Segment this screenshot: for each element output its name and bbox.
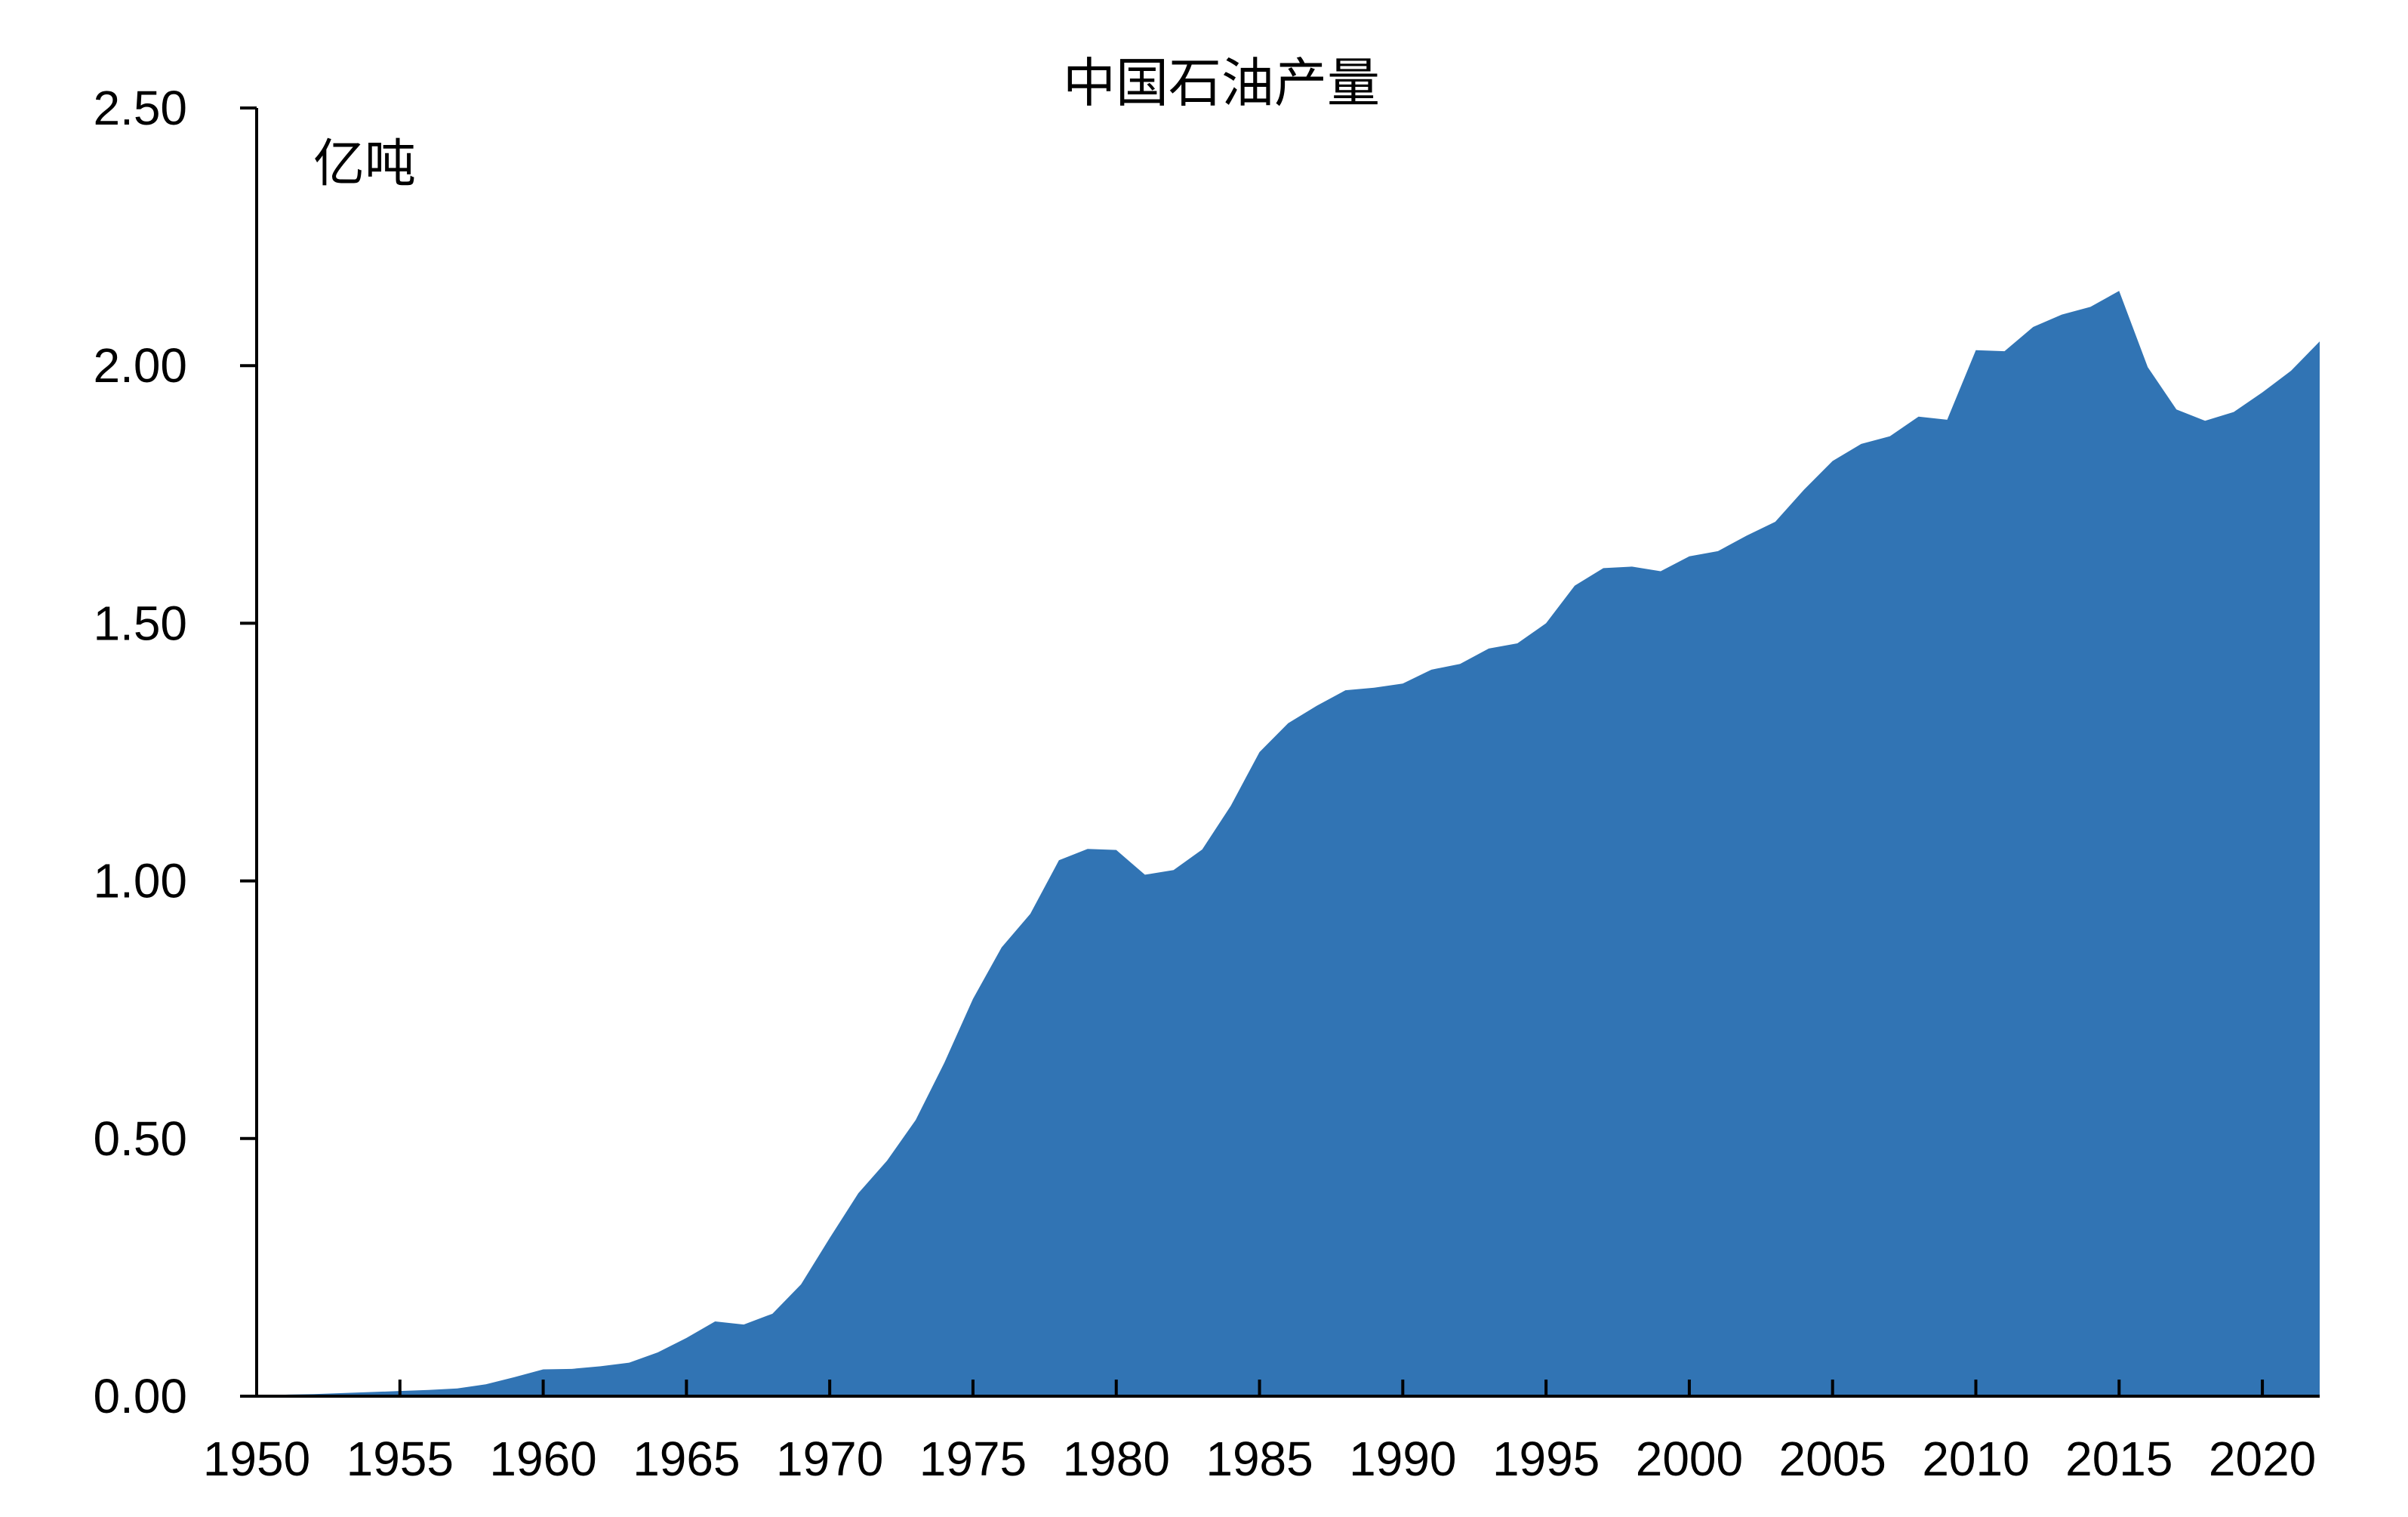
x-tick-label: 2015 bbox=[2065, 1432, 2172, 1486]
x-tick-label: 2020 bbox=[2209, 1432, 2316, 1486]
x-tick-label: 1965 bbox=[633, 1432, 740, 1486]
area-layer bbox=[257, 291, 2320, 1396]
x-tick-label: 1955 bbox=[346, 1432, 454, 1486]
x-tick-label: 1970 bbox=[776, 1432, 883, 1486]
y-tick-label: 0.00 bbox=[93, 1369, 187, 1423]
x-tick-label: 1985 bbox=[1206, 1432, 1313, 1486]
x-tick-label: 1960 bbox=[489, 1432, 596, 1486]
axes: 0.00 0.50 1.00 1.50 2.00 2.50 1950 1955 1960 1965… bbox=[93, 81, 2320, 1486]
y-unit-label: 亿吨 bbox=[313, 134, 416, 194]
x-tick-label: 1990 bbox=[1349, 1432, 1456, 1486]
x-tick-label: 2000 bbox=[1636, 1432, 1743, 1486]
x-tick-label: 1995 bbox=[1492, 1432, 1600, 1486]
chart-title: 中国石油产量 bbox=[1063, 52, 1380, 114]
x-tick-label: 2010 bbox=[1922, 1432, 2029, 1486]
y-tick-label: 1.50 bbox=[93, 596, 187, 650]
x-tick-label: 2005 bbox=[1779, 1432, 1886, 1486]
y-tick-label: 0.50 bbox=[93, 1112, 187, 1166]
y-tick-label: 1.00 bbox=[93, 854, 187, 908]
oil-production-area bbox=[257, 291, 2320, 1396]
x-tick-label: 1975 bbox=[919, 1432, 1027, 1486]
x-tick-label: 1950 bbox=[203, 1432, 310, 1486]
x-tick-label: 1980 bbox=[1063, 1432, 1170, 1486]
y-tick-label: 2.00 bbox=[93, 338, 187, 393]
y-tick-label: 2.50 bbox=[93, 81, 187, 135]
